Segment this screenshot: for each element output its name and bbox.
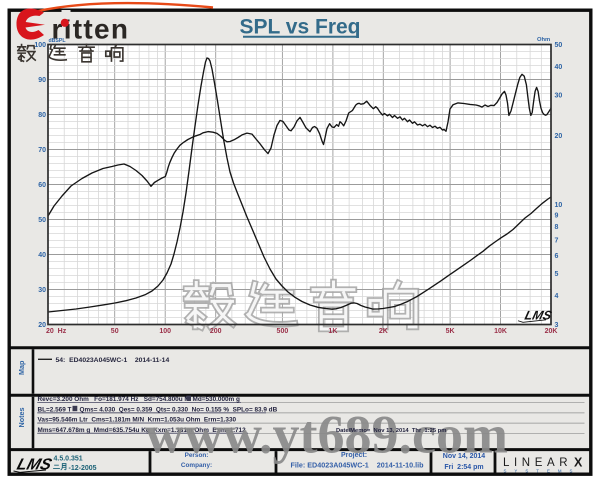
svg-text:100: 100 — [34, 42, 46, 49]
svg-text:Nov 14, 2014: Nov 14, 2014 — [443, 453, 486, 460]
svg-text:Revc=3.200 Ohm Fo=181.974 Hz: Revc=3.200 Ohm Fo=181.974 Hz Sd=754.800u… — [38, 396, 190, 403]
svg-text:500: 500 — [277, 328, 289, 335]
svg-text:Map: Map — [17, 360, 26, 375]
svg-text:Person:: Person: — [185, 452, 209, 459]
svg-text:20 Hz: 20 Hz — [46, 328, 67, 335]
svg-text:70: 70 — [38, 147, 46, 154]
svg-text:50: 50 — [555, 42, 563, 49]
svg-text:5K: 5K — [446, 328, 455, 335]
svg-text:4: 4 — [555, 293, 559, 300]
svg-text:40: 40 — [555, 64, 563, 71]
svg-text:Qms= 4.030 Qes= 0.359 Qts= 0: Qms= 4.030 Qes= 0.359 Qts= 0.330 No= 0.1… — [80, 406, 278, 413]
svg-text:Notes: Notes — [17, 408, 26, 428]
svg-text:X: X — [574, 456, 583, 470]
svg-text:5: 5 — [555, 271, 559, 278]
svg-text:9: 9 — [555, 213, 559, 220]
svg-text:60: 60 — [38, 182, 46, 189]
svg-text:LMS: LMS — [15, 456, 54, 474]
svg-text:20: 20 — [555, 133, 563, 140]
svg-text:BL=2.569 T: BL=2.569 T — [38, 406, 72, 413]
svg-text:Date/Memo= Nov 13, 2014 Thr: Date/Memo= Nov 13, 2014 Thr 1:25 pm — [336, 428, 446, 434]
svg-text:100: 100 — [159, 328, 171, 335]
svg-text:Mms=647.678m g Mmd=635.754u K: Mms=647.678m g Mmd=635.754u Kg Kxm=1.181… — [38, 427, 247, 434]
svg-text:200: 200 — [210, 328, 222, 335]
svg-text:4.5.0.351: 4.5.0.351 — [54, 456, 83, 463]
svg-text:Ohm: Ohm — [537, 37, 550, 43]
svg-text:54: ED4023A045WC-1 2014-11: 54: ED4023A045WC-1 2014-11-14 — [56, 357, 170, 364]
svg-text:www.yt689.com: www.yt689.com — [145, 405, 508, 465]
svg-text:30: 30 — [38, 287, 46, 294]
svg-text:Company:: Company: — [181, 462, 212, 469]
svg-text:30: 30 — [555, 93, 563, 100]
svg-text:80: 80 — [38, 112, 46, 119]
svg-text:Md=530.000m g: Md=530.000m g — [193, 396, 241, 403]
svg-text:10K: 10K — [494, 328, 507, 335]
svg-text:LMS: LMS — [523, 309, 553, 323]
svg-text:50: 50 — [111, 328, 119, 335]
svg-text:File: ED4023A045WC-1 2014-1: File: ED4023A045WC-1 2014-11-10.lib — [290, 461, 424, 470]
svg-text:20: 20 — [38, 322, 46, 329]
svg-text:8: 8 — [555, 224, 559, 231]
svg-text:1K: 1K — [328, 328, 337, 335]
svg-text:6: 6 — [555, 253, 559, 260]
svg-text:-12-2005: -12-2005 — [69, 465, 97, 472]
svg-text:SYSTEMS: SYSTEMS — [504, 469, 581, 474]
svg-text:40: 40 — [38, 252, 46, 259]
svg-text:10: 10 — [555, 202, 563, 209]
svg-text:3: 3 — [555, 322, 559, 329]
svg-text:Project:: Project: — [341, 452, 367, 459]
svg-text:dBSPL: dBSPL — [49, 38, 67, 44]
svg-text:2K: 2K — [379, 328, 388, 335]
svg-text:20K: 20K — [545, 328, 558, 335]
svg-text:7: 7 — [555, 238, 559, 245]
svg-text:50: 50 — [38, 217, 46, 224]
svg-text:SPL vs Freq: SPL vs Freq — [240, 16, 361, 39]
svg-text:Fri 2:54 pm: Fri 2:54 pm — [444, 464, 483, 471]
svg-text:90: 90 — [38, 77, 46, 84]
svg-text:Vas=95.546m Ltr Cms=1.181m M/: Vas=95.546m Ltr Cms=1.181m M/N Krm=1.053… — [38, 417, 237, 424]
svg-text:LINEAR: LINEAR — [503, 457, 572, 469]
